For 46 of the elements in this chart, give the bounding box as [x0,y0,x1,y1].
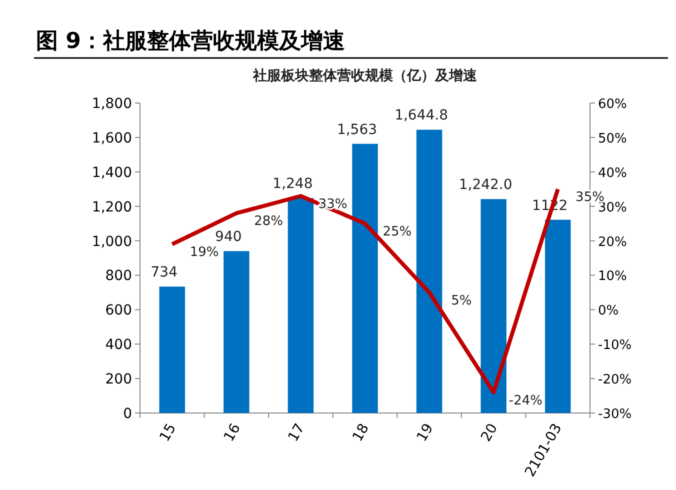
y-tick-label: 1,800 [92,96,132,112]
data-label: 19% [190,245,219,260]
y-tick-label: 200 [105,372,132,388]
x-tick-label: 16 [221,420,244,444]
y-tick-label: 1,600 [92,130,132,146]
y-tick-label: 400 [105,337,132,354]
data-label: 1,248 [272,176,313,192]
y2-tick-label: 0% [598,304,619,319]
bar [352,144,378,413]
x-tick-label: 15 [156,421,180,444]
data-label: 1,242.0 [458,177,512,194]
y2-tick-label: 20% [598,234,627,250]
y-tick-label: 600 [105,302,132,319]
bar [545,220,571,413]
data-label: 1,644.8 [394,108,448,124]
chart-subtitle: 社服板块整体营收规模（亿）及增速 [252,68,478,84]
bar [480,199,506,413]
data-label: -24% [508,393,543,408]
y2-tick-label: -30% [598,407,632,422]
x-tick-label: 19 [414,421,437,444]
y2-tick-label: 10% [598,269,627,284]
data-label: 1,563 [336,122,378,138]
data-label: 5% [451,293,472,308]
y2-tick-label: 50% [598,131,627,146]
x-tick-label: 20 [478,421,502,444]
y-tick-label: 0 [123,406,132,422]
y2-tick-label: 60% [598,97,627,112]
y2-tick-label: -20% [598,372,632,388]
y-tick-label: 800 [105,268,132,284]
y-tick-label: 1,400 [92,164,132,181]
y-tick-label: 1,200 [92,199,132,216]
bar [288,198,314,413]
y2-tick-label: -10% [598,338,632,354]
data-label: 25% [382,224,412,240]
y2-tick-label: 30% [598,200,627,216]
y-tick-label: 1,000 [92,234,132,250]
bar [224,251,250,413]
data-label: 28% [254,214,284,230]
data-label: 734 [150,264,178,281]
x-tick-label: 18 [350,421,372,444]
bar [416,130,442,413]
data-label: 940 [215,229,242,246]
y2-tick-label: 40% [598,166,627,181]
bar [159,286,185,413]
x-tick-label: 17 [285,421,308,444]
chart-title: 图 9：社服整体营收规模及增速 [36,29,345,54]
